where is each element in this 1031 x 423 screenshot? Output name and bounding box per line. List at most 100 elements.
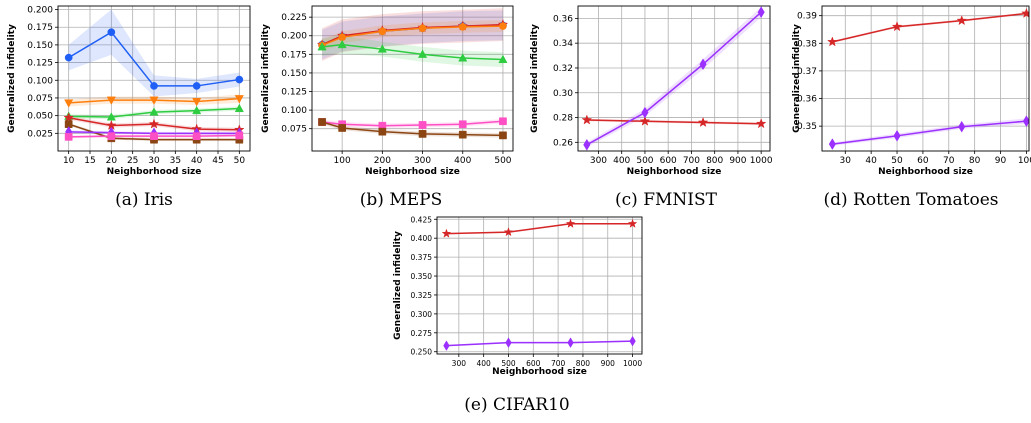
series-2-point [418,24,427,33]
y-tick-label: 0.350 [411,272,433,281]
series-2-point [149,107,159,116]
series-0-point [503,227,514,237]
x-tick-label: 100 [334,156,351,166]
y-tick-label: 0.38 [797,39,817,49]
x-tick-label: 800 [706,156,723,166]
x-tick-label: 40 [191,156,203,166]
series-0-point [107,28,116,37]
y-tick-label: 0.050 [27,112,53,122]
y-tick-label: 0.175 [27,23,53,33]
x-tick-label: 300 [452,359,467,368]
y-tick-label: 0.36 [797,95,817,105]
x-tick-label: 30 [148,156,160,166]
series-0-point [235,75,244,84]
x-tick-label: 500 [636,156,653,166]
series-3-point [337,39,347,49]
series-0-point [956,15,968,26]
series-1-point [958,120,966,133]
x-tick-label: 900 [601,359,616,368]
x-axis-label: Neighborhood size [107,167,202,177]
x-tick-label: 80 [969,156,981,166]
series-3-point [417,49,428,58]
series-5-point [458,130,467,139]
x-tick-label: 300 [590,156,607,166]
axes-frame [311,5,514,152]
chart-panel-fmnist: 300 400 500 600 700 800 900 1000 0.26 0.28 0.30 0.3… [530,5,773,210]
y-tick-label: 0.30 [553,89,573,99]
y-tick-label: 0.32 [553,64,573,74]
series-4-point [418,121,427,129]
series-0-point [639,115,651,126]
x-tick-label: 100 [1018,156,1031,166]
series-1-point [443,340,450,351]
y-tick-label: 0.39 [797,12,817,22]
series-0-point [192,82,201,90]
series-1-point [757,6,765,19]
x-tick-label: 25 [127,156,138,166]
series-3-point [498,54,508,64]
series-6-point [235,131,244,140]
data-layer [827,7,1029,150]
series-4-point [458,120,467,129]
x-tick-label: 90 [995,156,1007,166]
x-tick-label: 600 [526,359,541,368]
series-1-point [234,95,244,104]
series-0-point [565,218,576,228]
series-5-point [378,127,387,136]
x-tick-label: 200 [374,156,391,166]
series-5-point [338,124,346,132]
series-1-line [832,120,1027,145]
axes-frame [57,5,251,152]
x-tick-label: 10 [63,156,75,166]
x-tick-label: 1000 [623,359,642,368]
chart-panel-cifar10: 300 400 500 600 700 800 900 1000 0.250 0.275 0.300… [393,215,643,415]
chart-panel-meps: 100 200 300 400 500 0.075 0.100 0.125 0.150 0.175… [261,5,514,210]
x-tick-label: 300 [414,156,431,166]
x-axis-label: Neighborhood size [492,367,587,377]
series-5-point [318,118,326,126]
series-5-band [322,119,503,138]
x-tick-label: 15 [84,156,95,166]
x-tick-label: 400 [476,359,491,368]
series-3-point [458,53,468,62]
y-tick-label: 0.28 [553,114,573,124]
series-1-line [586,11,762,146]
series-1-point [583,138,591,151]
series-6-point [150,132,158,140]
x-tick-label: 900 [729,156,746,166]
series-6-point [192,132,201,140]
series-0-line [446,223,633,235]
series-2-point [458,22,467,31]
series-0-point [827,36,838,47]
series-2-point [499,22,507,30]
x-tick-label: 400 [454,156,471,166]
series-5-point [418,130,427,138]
y-tick-label: 0.275 [411,329,433,338]
y-tick-label: 0.26 [553,138,573,148]
series-4-point [499,117,507,126]
series-0-point [697,116,709,128]
series-2-point [378,27,387,36]
x-tick-label: 50 [234,156,246,166]
chart-caption: (e) CIFAR10 [464,395,569,415]
series-0-point [1021,7,1029,18]
chart-caption: (d) Rotten Tomatoes [823,190,998,210]
y-axis-label: Generalized infidelity [393,231,403,340]
axes-frame [436,216,643,355]
x-tick-label: 800 [576,359,591,368]
y-axis-label: Generalized infidelity [261,24,271,133]
y-tick-label: 0.100 [281,106,307,116]
chart-panel-iris: 10 15 20 25 30 35 40 45 50 0.025 0.050 0.075 0.100 0.… [7,5,251,210]
y-tick-label: 0.250 [411,348,433,357]
y-tick-label: 0.125 [281,88,307,98]
plot-area [437,217,642,354]
series-4-point [64,120,73,128]
series-1-point [567,337,574,348]
series-1-point [641,106,649,119]
series-0-line [832,12,1027,43]
series-1-point [64,99,74,108]
series-5-point [499,131,507,140]
y-tick-label: 0.34 [553,39,573,49]
chart-caption: (b) MEPS [360,190,442,210]
